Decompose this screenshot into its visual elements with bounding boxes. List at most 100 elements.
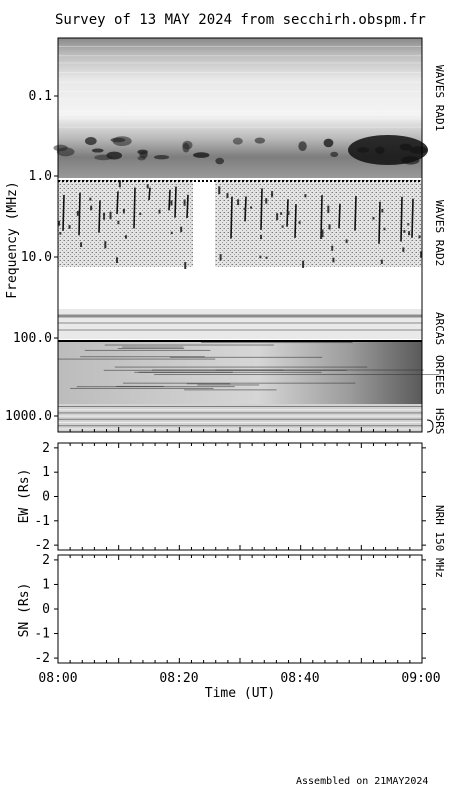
rad2-burst (294, 204, 297, 238)
rad2-speck (218, 186, 221, 195)
rad2-speck (407, 223, 410, 226)
rad2-burst (116, 191, 119, 214)
assembled-footer: Assembled on 21MAY2024 (296, 776, 428, 787)
rad2-burst (378, 201, 381, 244)
rad2-speck (117, 220, 120, 225)
orfees-streak (215, 369, 284, 371)
rad1-blob (215, 157, 225, 165)
orfees-streak (123, 382, 356, 384)
rad2-burst (338, 203, 341, 229)
rad2-speck (345, 239, 348, 244)
rad2-speck (298, 221, 301, 224)
orfees-streak (122, 346, 184, 348)
rad2-speck (271, 191, 274, 198)
rad2-burst (354, 195, 357, 231)
rad2-burst (230, 196, 233, 239)
hsrs-streak (58, 409, 422, 411)
rad2-speck (124, 235, 127, 239)
hsrs-streak (58, 412, 422, 414)
ytick-label: -2 (34, 651, 50, 666)
ew-axis-label: EW (Rs) (17, 469, 32, 524)
instrument-label: ARCAS (433, 312, 446, 345)
hsrs-bracket (426, 419, 434, 433)
rad2-band (58, 180, 422, 267)
ytick-label: 1 (42, 577, 50, 592)
rad2-burst (133, 187, 136, 229)
rad2-speck (89, 197, 92, 201)
ytick-label: 100.0 (13, 331, 52, 346)
orfees-streak (138, 371, 322, 373)
orfees-streak (169, 356, 323, 358)
arcas-features (58, 314, 422, 331)
orfees-streak (70, 387, 214, 389)
rad2-speck (68, 225, 71, 229)
rad1-features (53, 45, 428, 165)
rad1-blob (298, 141, 307, 152)
rad2-speck (103, 212, 106, 220)
rad2-burst (411, 198, 414, 238)
ytick-label: 1000.0 (5, 409, 52, 424)
instrument-label: WAVES RAD2 (433, 200, 446, 266)
orfees-line (58, 340, 422, 342)
ew-yticks: 2 1 0 -1 -2 (34, 441, 426, 553)
figure-title: Survey of 13 MAY 2024 from secchirh.obsp… (55, 12, 426, 28)
hsrs-streak (58, 415, 422, 417)
ytick-label: 0 (42, 602, 50, 617)
time-tick-label: 09:00 (401, 671, 440, 686)
rad2-speck (170, 231, 173, 235)
ytick-label: -1 (34, 514, 50, 529)
rad1-blob (182, 140, 193, 150)
sn-frame (57, 554, 423, 664)
rad2-features (58, 180, 423, 269)
ytick-label: 1 (42, 465, 50, 480)
orfees-streak (114, 366, 368, 368)
orfees-streak (80, 356, 205, 358)
rad2-speck (118, 180, 121, 188)
rad1-streak (58, 110, 422, 112)
rad2-burst (186, 194, 189, 219)
rad2-speck (420, 251, 423, 258)
rad2-speck (180, 226, 183, 233)
rad2-speck (183, 199, 186, 206)
time-tick-label: 08:20 (159, 671, 198, 686)
arcas-band (58, 309, 422, 339)
rad2-burst (148, 187, 151, 201)
orfees-streak (116, 385, 164, 387)
rad2-speck (381, 208, 384, 213)
rad1-streak (58, 55, 422, 57)
instrument-label: WAVES RAD1 (433, 65, 446, 131)
rad2-speck (219, 254, 222, 261)
rad1-blob (232, 137, 243, 145)
rad1-blob (110, 137, 126, 143)
time-axis-label: Time (UT) (205, 686, 275, 701)
orfees-streak (58, 358, 216, 360)
nrh-label: NRH 150 MHz (433, 505, 446, 578)
rad1-streak (58, 45, 422, 47)
rad1-blob (91, 148, 104, 153)
rad2-speck (146, 184, 149, 189)
rad2-speck (276, 213, 279, 221)
ytick-label: 2 (42, 441, 50, 456)
rad2-speck (170, 200, 173, 206)
rad2-speck (383, 227, 386, 231)
rad1-blob (137, 149, 148, 155)
rad2-speck (302, 260, 305, 268)
rad2-speck (418, 235, 421, 239)
rad2-speck (332, 257, 335, 263)
rad2-speck (280, 212, 283, 215)
rad2-burst (400, 196, 403, 242)
ytick-label: 0 (42, 490, 50, 505)
rad2-speck (327, 205, 330, 214)
sn-axis-label: SN (Rs) (17, 583, 32, 638)
rad2-speck (115, 257, 118, 264)
time-tick-label: 08:00 (38, 671, 77, 686)
rad2-burst (168, 189, 171, 211)
sn-yticks: 2 1 0 -1 -2 (34, 553, 426, 666)
rad2-speck (237, 199, 240, 206)
ytick-label: 10.0 (21, 250, 52, 265)
rad2-speck (59, 232, 62, 235)
rad1-blob (153, 154, 170, 160)
rad2-speck (372, 217, 375, 220)
rad2-speck (408, 231, 411, 236)
rad2-burst (62, 195, 65, 231)
